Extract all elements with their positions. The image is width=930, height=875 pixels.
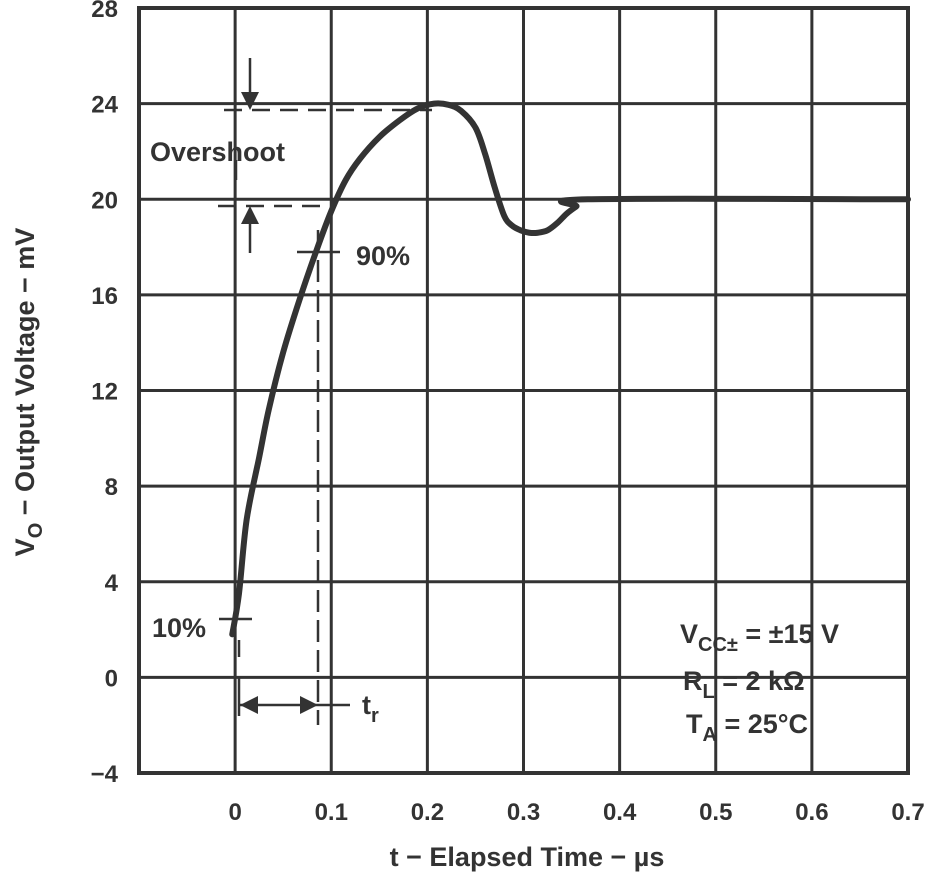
y-tick-label: 20	[91, 187, 118, 214]
condition-vcc: VCC± = ±15 V	[680, 619, 839, 656]
y-tick-label: 8	[105, 474, 118, 501]
condition-rl: RL = 2 kΩ	[683, 666, 805, 703]
conditions: VCC± = ±15 V RL = 2 kΩ TA = 25°C	[680, 619, 839, 746]
x-tick-label: 0.6	[795, 799, 828, 826]
tr-left-arrow-icon	[240, 696, 258, 714]
x-axis-label: t − Elapsed Time − µs	[390, 842, 665, 872]
x-tick-label: 0.4	[603, 799, 637, 826]
y-tick-label: 12	[91, 379, 118, 406]
tr-right-arrow-icon	[300, 696, 318, 714]
ten-label: 10%	[152, 613, 206, 643]
x-tick-label: 0.1	[315, 799, 348, 826]
x-tick-labels: 0 0.1 0.2 0.3 0.4 0.5 0.6 0.7	[228, 799, 924, 826]
x-tick-label: 0.2	[411, 799, 444, 826]
y-tick-label: 0	[105, 665, 118, 692]
x-tick-label: 0.3	[507, 799, 540, 826]
y-tick-labels: −4 0 4 8 12 16 20 24 28	[91, 0, 119, 788]
y-tick-label: 24	[91, 92, 118, 119]
tr-label: tr	[362, 690, 379, 727]
y-tick-label: 4	[105, 570, 119, 597]
y-tick-label: 16	[91, 283, 118, 310]
x-tick-label: 0	[228, 799, 241, 826]
plot-frame	[137, 6, 910, 775]
y-tick-label: −4	[91, 761, 119, 788]
overshoot-label: Overshoot	[150, 137, 285, 167]
overshoot-down-arrow-icon	[241, 92, 259, 110]
overshoot-up-arrow-icon	[241, 206, 259, 224]
x-tick-label: 0.5	[699, 799, 732, 826]
grid	[139, 6, 910, 775]
annotations: Overshoot 90% 10% tr	[150, 58, 432, 727]
condition-ta: TA = 25°C	[686, 709, 808, 746]
ninety-label: 90%	[356, 241, 410, 271]
y-axis-label: VO − Output Voltage − mV	[10, 228, 47, 557]
x-tick-label: 0.7	[891, 799, 924, 826]
series-line	[229, 100, 911, 638]
y-tick-label: 28	[91, 0, 118, 23]
